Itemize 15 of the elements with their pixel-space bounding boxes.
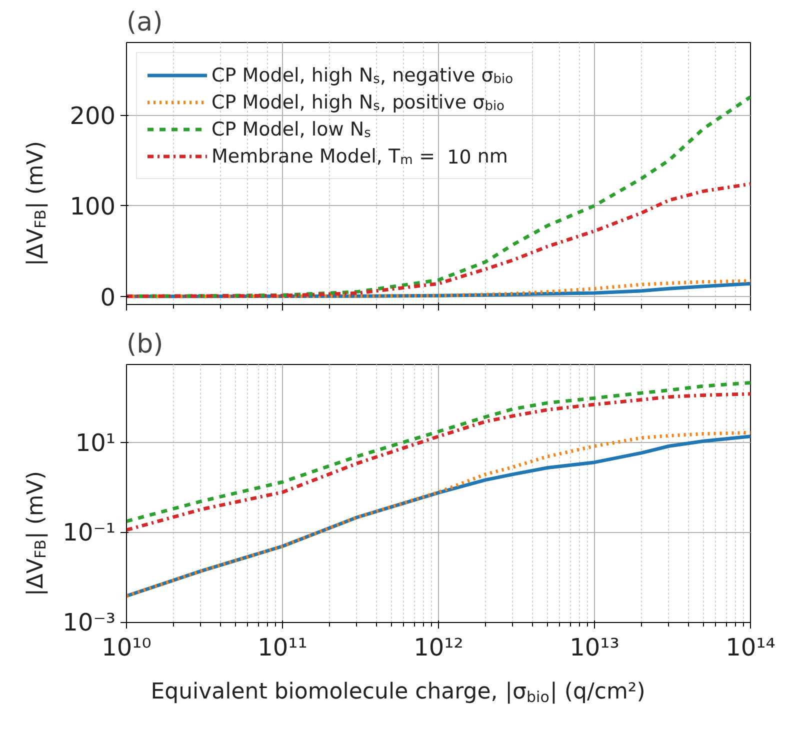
chart-title: (a) [126,8,163,38]
y-axis-title: |ΔVFB| (mV) [23,140,50,266]
x-tick-label: 10¹⁰ [102,634,152,662]
y-tick-label: 100 [70,192,116,221]
chart-title: (b) [126,330,164,360]
y-tick-label: 0 [100,283,116,312]
y-axis-title: |ΔVFB| (mV) [23,470,50,596]
x-tick-label: 10¹⁴ [726,634,776,662]
x-tick-label: 10¹¹ [258,634,308,662]
y-tick-label: 10⁻³ [62,608,116,636]
y-tick-label: 200 [70,102,116,130]
y-tick-label: 10⁻¹ [62,518,116,547]
x-tick-label: 10¹² [414,634,464,662]
y-tick-label: 10¹ [75,428,116,457]
x-tick-label: 10¹³ [570,634,620,662]
